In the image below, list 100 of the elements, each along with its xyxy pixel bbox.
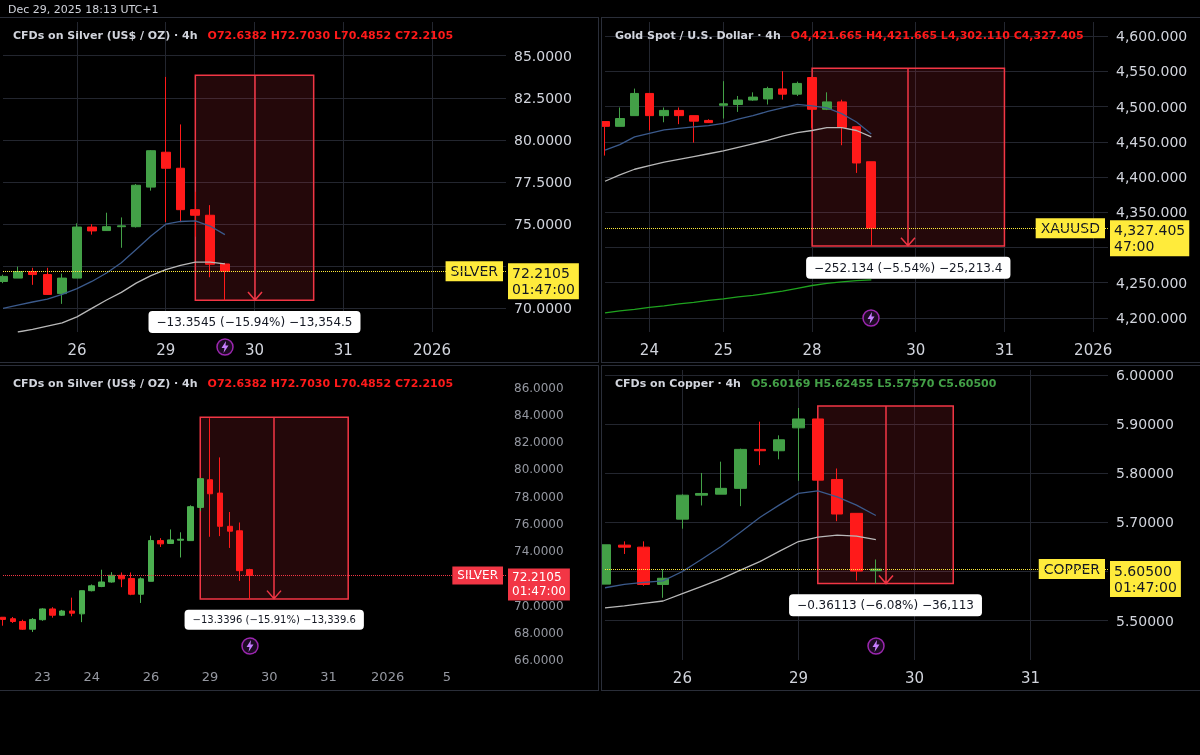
candlestick bbox=[792, 81, 802, 97]
x-tick-label: 2026 bbox=[412, 340, 452, 359]
text: O4,421.665 H4,421.665 L4,302.110 C4,327.405 bbox=[790, 28, 1084, 42]
candlestick bbox=[98, 569, 105, 588]
candlestick bbox=[719, 80, 728, 120]
text: 47:00 bbox=[1114, 238, 1155, 255]
y-tick-label: 4,450.000 bbox=[1116, 133, 1188, 150]
y-tick-label: 5.50000 bbox=[1116, 612, 1174, 629]
text: CFDs on Copper · 4h bbox=[615, 376, 741, 390]
y-tick-label: 4,350.000 bbox=[1116, 204, 1188, 221]
text: O72.6382 H72.7030 L70.4852 C72.2105 bbox=[207, 376, 454, 390]
line-series bbox=[604, 127, 872, 182]
candlestick bbox=[837, 99, 847, 146]
x-tick-label: 31 bbox=[1021, 668, 1041, 687]
candlestick bbox=[852, 126, 861, 174]
y-tick-label: 82.5000 bbox=[514, 89, 572, 106]
x-tick-label: 28 bbox=[802, 340, 822, 359]
ref-line-label: SILVER bbox=[457, 568, 498, 583]
x-tick-label: 31 bbox=[333, 340, 353, 359]
candlestick bbox=[773, 434, 785, 460]
candlestick bbox=[733, 95, 743, 113]
candlestick bbox=[19, 619, 26, 631]
y-tick-label: 66.0000 bbox=[514, 653, 564, 667]
candlestick bbox=[138, 576, 144, 604]
candlestick bbox=[13, 266, 23, 279]
candlestick bbox=[227, 511, 233, 549]
y-tick-label: 70.0000 bbox=[514, 300, 572, 317]
y-tick-label: 78.0000 bbox=[514, 489, 564, 504]
candlestick bbox=[618, 540, 631, 555]
candlestick bbox=[131, 183, 141, 229]
candlestick bbox=[792, 407, 805, 482]
band-label: −13.3396 (−15.91%) −13,339.6 bbox=[192, 614, 356, 626]
candlestick bbox=[28, 267, 37, 286]
y-tick-label: 68.0000 bbox=[514, 625, 564, 640]
y-tick-label: 75.0000 bbox=[514, 216, 572, 233]
x-tick-label: 26 bbox=[672, 668, 692, 687]
x-tick-label: 2026 bbox=[371, 669, 405, 684]
text: 72.2105 bbox=[512, 570, 562, 585]
candlestick bbox=[197, 477, 204, 512]
x-tick-label: 29 bbox=[788, 668, 809, 687]
x-tick-label: 30 bbox=[244, 340, 265, 359]
y-tick-label: 82.0000 bbox=[514, 435, 564, 450]
text: Dec 29, 2025 18:13 UTC+1 bbox=[8, 3, 159, 16]
candlestick bbox=[57, 273, 67, 305]
candlestick bbox=[146, 149, 156, 192]
y-tick-label: 84.0000 bbox=[514, 407, 564, 422]
candlestick bbox=[831, 468, 843, 522]
candlestick bbox=[246, 568, 253, 600]
x-tick-label: 29 bbox=[156, 340, 176, 359]
line-series bbox=[604, 103, 872, 151]
candlestick bbox=[615, 106, 625, 127]
x-tick-label: 2026 bbox=[1074, 340, 1113, 359]
x-tick-label: 24 bbox=[83, 669, 101, 684]
text: 4,327.405 bbox=[1114, 222, 1186, 239]
y-tick-label: 76.0000 bbox=[514, 516, 564, 531]
candlestick bbox=[49, 606, 56, 619]
candlestick bbox=[128, 571, 135, 596]
x-tick-label: 23 bbox=[34, 669, 51, 684]
candlestick bbox=[645, 92, 654, 131]
band-label: −252.134 (−5.54%) −25,213.4 bbox=[814, 260, 1003, 275]
band-label: −0.36113 (−6.08%) −36,113 bbox=[797, 598, 974, 613]
y-tick-label: 74.0000 bbox=[514, 544, 564, 559]
candlestick bbox=[108, 571, 115, 584]
x-tick-label: 26 bbox=[142, 669, 160, 684]
candlestick bbox=[88, 583, 95, 592]
candlestick bbox=[659, 106, 669, 123]
x-tick-label: 31 bbox=[320, 669, 337, 684]
candlestick bbox=[674, 106, 684, 125]
candlestick bbox=[118, 571, 125, 588]
y-tick-label: 85.0000 bbox=[514, 47, 572, 64]
y-tick-label: 80.0000 bbox=[514, 462, 564, 477]
candlestick bbox=[39, 607, 46, 622]
candlestick bbox=[217, 456, 223, 537]
candlestick bbox=[59, 609, 65, 617]
text: 72.2105 bbox=[512, 265, 570, 282]
x-tick-label: 5 bbox=[442, 669, 451, 684]
text: O72.6382 H72.7030 L70.4852 C72.2105 bbox=[207, 28, 454, 42]
candlestick bbox=[117, 216, 126, 249]
x-tick-label: 30 bbox=[261, 669, 278, 684]
candlestick bbox=[207, 417, 213, 538]
candlestick bbox=[695, 472, 708, 506]
x-tick-label: 31 bbox=[994, 340, 1014, 359]
line-series bbox=[604, 279, 872, 314]
x-tick-label: 30 bbox=[904, 668, 925, 687]
y-tick-label: 4,200.000 bbox=[1116, 309, 1188, 326]
candlestick bbox=[763, 86, 773, 105]
y-tick-label: 5.70000 bbox=[1116, 514, 1174, 531]
candlestick bbox=[69, 597, 75, 617]
y-tick-label: 4,400.000 bbox=[1116, 169, 1188, 185]
y-tick-label: 77.5000 bbox=[514, 174, 572, 191]
text: CFDs on Silver (US$ / OZ) · 4h bbox=[13, 28, 198, 42]
y-tick-label: 4,250.000 bbox=[1116, 274, 1188, 291]
candlestick bbox=[602, 121, 610, 157]
line-series bbox=[604, 490, 877, 589]
candlestick bbox=[866, 161, 876, 247]
candlestick bbox=[637, 540, 650, 587]
candlestick bbox=[10, 616, 16, 624]
candlestick bbox=[43, 267, 52, 296]
candlestick bbox=[0, 274, 8, 284]
y-tick-label: 5.90000 bbox=[1116, 416, 1174, 433]
